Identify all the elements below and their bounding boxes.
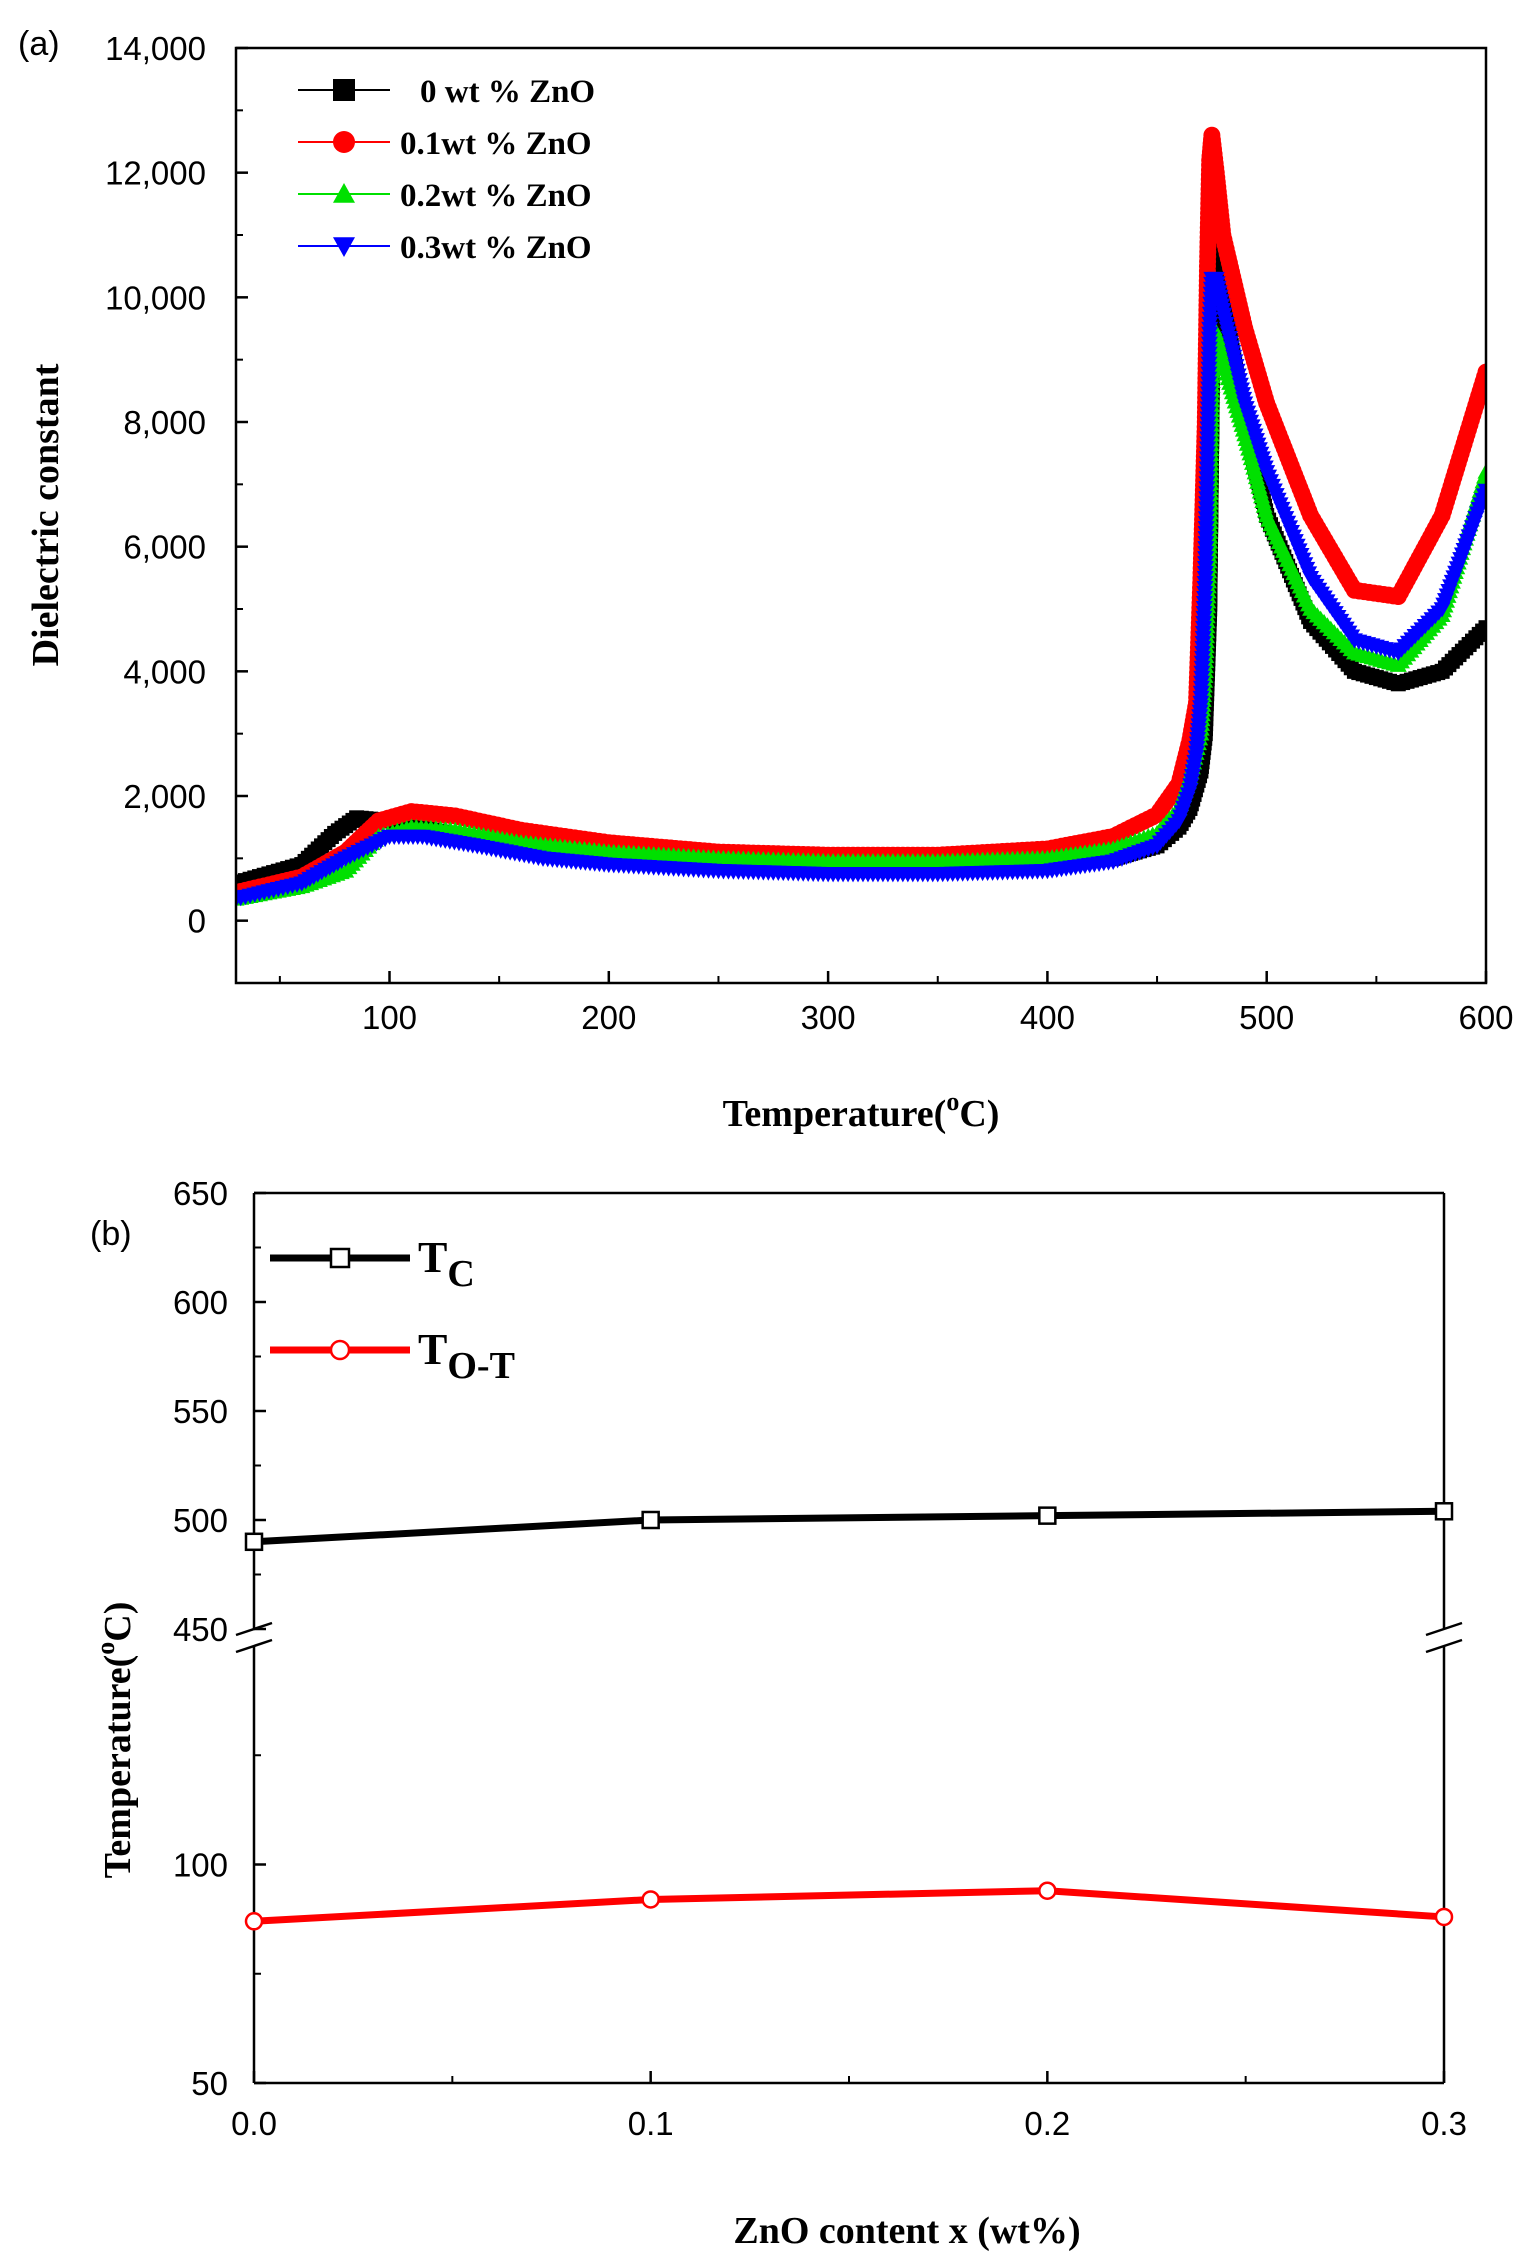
legend-marker: [333, 183, 355, 203]
y-tick-label: 650: [173, 1175, 228, 1212]
y-tick-label: 10,000: [105, 279, 206, 316]
series-line: [253, 1887, 1445, 1925]
data-point: [244, 1532, 264, 1552]
data-point: [1477, 363, 1486, 381]
legend-marker: [329, 1247, 351, 1269]
y-tick-label: 2,000: [123, 778, 206, 815]
legend-label: 0.2wt % ZnO: [400, 178, 592, 214]
data-point: [1434, 1907, 1454, 1927]
y-tick-label: 4,000: [123, 653, 206, 690]
data-point: [641, 1890, 660, 1909]
legend-marker: [329, 1339, 351, 1361]
legend-marker: [333, 237, 355, 257]
legend-label-subscript: O-T: [447, 1345, 515, 1387]
panel-a-y-axis: 0 2,000 4,000 6,000 8,000 10,000 12,000 14,000: [105, 30, 248, 984]
panel-a-data: [236, 126, 1486, 908]
x-tick-label: 0.3: [1421, 2105, 1467, 2142]
panel-a-x-axis-label: Temperature(oC): [723, 1087, 1000, 1135]
series-line: [253, 1507, 1445, 1546]
x-tick-label: 200: [581, 999, 636, 1036]
y-tick-label: 8,000: [123, 404, 206, 441]
x-tick-label: 300: [801, 999, 856, 1036]
y-tick-label: 100: [173, 1847, 228, 1884]
panel-b-y-axis: 450 500 550 600 650 50 100: [173, 1175, 266, 2102]
x-tick-label: 0.2: [1024, 2105, 1070, 2142]
panel-b-chart: (b) 0.0 0.1 0.2 0.3 450 500 550 600 650 50 100 TC…: [90, 1175, 1467, 2252]
y-tick-label: 600: [173, 1284, 228, 1321]
x-tick-label: 0.1: [628, 2105, 674, 2142]
axis-break-mark: [1425, 1638, 1463, 1654]
legend-marker: [333, 79, 355, 101]
series-0: [244, 1502, 1454, 1552]
panel-a-x-axis: 100 200 300 400 500 600: [278, 971, 1514, 1036]
panel-a-legend: 0 wt % ZnO 0.1wt % ZnO 0.2wt % ZnO 0.3wt % …: [298, 74, 595, 266]
y-tick-label: 450: [173, 1611, 228, 1648]
data-point: [1478, 620, 1486, 636]
legend-label-subscript: C: [447, 1253, 474, 1295]
data-point: [641, 1510, 660, 1530]
legend-label-main: T: [418, 1325, 447, 1374]
data-point: [244, 1912, 264, 1931]
legend-label: 0.1wt % ZnO: [400, 126, 592, 162]
panel-b-x-axis-label: ZnO content x (wt%): [733, 2210, 1080, 2252]
axis-break-mark: [235, 1638, 273, 1654]
legend-marker: [333, 131, 355, 153]
axis-break-mark: [1425, 1621, 1463, 1637]
y-tick-label: 6,000: [123, 529, 206, 566]
x-tick-label: 400: [1020, 999, 1075, 1036]
panel-b-data: [244, 1502, 1454, 1931]
panel-a-frame: [234, 46, 1488, 985]
panel-b-y-axis-label: Temperature(oC): [91, 1602, 139, 1879]
y-tick-label: 550: [173, 1393, 228, 1430]
x-tick-label: 100: [362, 999, 417, 1036]
data-point: [1038, 1506, 1057, 1525]
y-tick-label: 50: [191, 2065, 228, 2102]
legend-label: TO-T: [418, 1325, 515, 1387]
legend-label: 0.3wt % ZnO: [400, 230, 592, 266]
panel-b-x-axis: 0.0 0.1 0.2 0.3: [231, 2071, 1467, 2142]
y-tick-label: 500: [173, 1502, 228, 1539]
panel-a-label: (a): [18, 25, 60, 63]
data-point: [1477, 463, 1486, 479]
x-tick-label: 600: [1458, 999, 1513, 1036]
y-tick-label: 14,000: [105, 30, 206, 67]
legend-label-main: T: [418, 1233, 447, 1282]
data-point: [1477, 483, 1486, 500]
y-tick-label: 12,000: [105, 155, 206, 192]
series-1: [236, 126, 1486, 902]
legend-label: 0 wt % ZnO: [420, 74, 595, 110]
panel-a-y-axis-label: Dielectric constant: [25, 363, 67, 666]
y-tick-label: 0: [188, 903, 206, 940]
legend-label: TC: [418, 1233, 475, 1295]
series-1: [244, 1881, 1454, 1931]
panel-a-chart: (a) 100 200 300 400 500 600 0 2,000 4,000 6,000 8…: [18, 25, 1514, 1135]
panel-b-label: (b): [90, 1215, 132, 1253]
data-point: [1038, 1881, 1057, 1900]
x-tick-label: 0.0: [231, 2105, 277, 2142]
series-3: [236, 271, 1486, 908]
data-point: [1434, 1502, 1454, 1521]
x-tick-label: 500: [1239, 999, 1294, 1036]
